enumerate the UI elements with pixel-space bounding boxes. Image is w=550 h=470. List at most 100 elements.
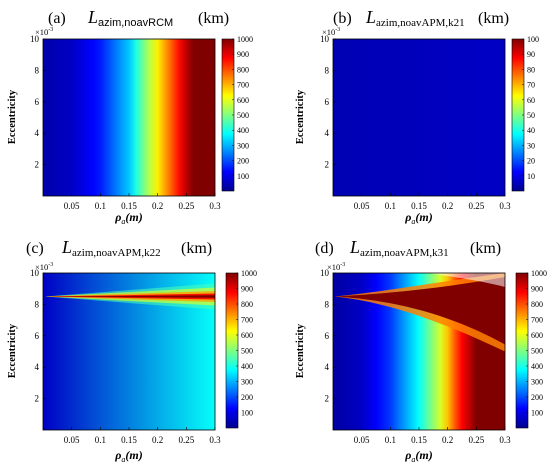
y-label-b: Eccentricity [295, 89, 306, 144]
colorbar-tick-label-c: 800 [241, 300, 253, 309]
x-tick-label-b: 0.1 [385, 201, 396, 211]
y-ticks-d: 2 4 6 8 10 [320, 268, 336, 404]
y-label-a: Eccentricity [7, 89, 18, 144]
y-exponent-a: ×10-3 [35, 27, 53, 37]
y-tick-label-d: 2 [325, 394, 330, 404]
y-tick-label-d: 4 [325, 362, 330, 372]
title-unit-b: (km) [478, 10, 509, 27]
x-label-subscript-a: a [121, 217, 125, 226]
x-label-subscript-d: a [411, 455, 415, 464]
title-unit-a: (km) [198, 10, 229, 27]
y-label-c: Eccentricity [7, 323, 18, 378]
x-tick-label-b: 0.3 [499, 201, 511, 211]
colorbar-tick-label-c: 400 [241, 362, 253, 371]
colorbar-tick-label-d: 800 [531, 300, 543, 309]
colorbar-tick-label-c: 600 [241, 331, 253, 340]
resonance-band-c-4 [45, 295, 215, 298]
colorbar-tick-label-b: 10 [527, 172, 535, 181]
colorbar-tick-label-c: 1000 [241, 269, 257, 278]
y-tick-label-a: 4 [35, 128, 40, 138]
x-tick-label-d: 0.3 [499, 435, 511, 445]
x-tick-label-c: 0.15 [121, 435, 137, 445]
x-tick-label-c: 0.25 [178, 435, 194, 445]
x-tick-label-a: 0.2 [152, 201, 163, 211]
x-tick-label-c: 0.1 [95, 435, 106, 445]
panel-tag-a: (a) [48, 10, 66, 27]
y-exponent-d: ×10-3 [327, 262, 345, 272]
y-tick-label-c: 4 [35, 362, 40, 372]
y-tick-label-b: 8 [325, 65, 330, 75]
colorbar-tick-label-c: 500 [241, 347, 253, 356]
y-tick-label-c: 10 [30, 268, 40, 278]
x-tick-label-b: 0.25 [468, 201, 484, 211]
colorbar-tick-label-a: 700 [237, 81, 249, 90]
colorbar-d: 100 200 300 400 500 600 700 800 900 1000 [515, 269, 547, 429]
x-label-symbol-d: ρ [404, 448, 411, 462]
wedge-core-d [335, 277, 505, 345]
title-symbol-c: L [61, 237, 72, 257]
x-label-unit-a: (m) [125, 210, 142, 224]
heatmap-d [333, 273, 505, 430]
colorbar-tick-label-d: 400 [531, 362, 543, 371]
colorbar-tick-label-a: 1000 [237, 35, 253, 44]
panel-tag-d: (d) [315, 240, 334, 257]
panel-a: (a) Lazim,noavRCM (km) 0.05 0.1 0.15 0.2 0.2… [7, 7, 253, 226]
colorbar-tick-label-b: 50 [527, 111, 535, 120]
colorbar-tick-label-b: 70 [527, 81, 535, 90]
title-unit-c: (km) [181, 240, 212, 257]
y-tick-label-a: 10 [30, 34, 40, 44]
heatmap-field-a [43, 39, 215, 196]
colorbar-tick-label-b: 100 [527, 35, 539, 44]
x-ticks-a: 0.05 0.1 0.15 0.2 0.25 0.3 [64, 193, 221, 211]
title-subscript-d: azim,noavAPM,k31 [360, 247, 449, 259]
colorbar-tick-label-b: 20 [527, 157, 535, 166]
colorbar-tick-label-b: 90 [527, 50, 535, 59]
colorbar-tick-label-a: 200 [237, 157, 249, 166]
colorbar-tick-label-a: 500 [237, 111, 249, 120]
colorbar-tick-label-a: 900 [237, 50, 249, 59]
colorbar-tick-label-d: 500 [531, 347, 543, 356]
x-tick-label-d: 0.2 [442, 435, 453, 445]
x-ticks-b: 0.05 0.1 0.15 0.2 0.25 0.3 [354, 193, 511, 211]
colorbar-tick-label-a: 100 [237, 172, 249, 181]
colorbar-tick-label-d: 700 [531, 316, 543, 325]
wedge-highlight-d [428, 273, 505, 287]
colorbar-tick-label-c: 200 [241, 393, 253, 402]
y-tick-label-a: 6 [35, 97, 40, 107]
y-ticks-a: 2 4 6 8 10 [30, 34, 46, 170]
title-unit-d: (km) [470, 240, 501, 257]
colorbar-tick-label-d: 300 [531, 378, 543, 387]
x-label-symbol-c: ρ [114, 448, 121, 462]
y-label-d: Eccentricity [295, 323, 306, 378]
title-symbol-a: L [87, 7, 98, 27]
colorbar-tick-label-c: 900 [241, 285, 253, 294]
y-tick-label-a: 2 [35, 160, 40, 170]
title-d: Lazim,noavAPM,k31 [349, 237, 449, 259]
title-symbol-d: L [349, 237, 360, 257]
colorbar-tick-label-b: 30 [527, 141, 535, 150]
x-label-unit-c: (m) [125, 448, 142, 462]
colorbar-b: 10 20 30 40 50 60 70 80 90 100 [511, 35, 539, 192]
colorbar-tick-label-c: 700 [241, 316, 253, 325]
x-tick-label-a: 0.15 [121, 201, 137, 211]
panel-b: (b) Lazim,noavAPM,k21 (km) 0.05 0.1 0.15 0.… [295, 7, 539, 226]
title-c: Lazim,noavAPM,k22 [61, 237, 161, 259]
heatmap-c [43, 273, 215, 430]
x-tick-label-a: 0.25 [178, 201, 194, 211]
x-tick-label-a: 0.3 [209, 201, 221, 211]
colorbar-tick-label-a: 800 [237, 65, 249, 74]
y-exponent-c: ×10-3 [35, 262, 53, 272]
colorbar-tick-label-a: 400 [237, 126, 249, 135]
x-tick-label-d: 0.05 [354, 435, 370, 445]
x-tick-label-c: 0.2 [152, 435, 163, 445]
y-tick-label-c: 6 [35, 331, 40, 341]
heatmap-field-b [333, 39, 505, 196]
x-label-unit-b: (m) [415, 210, 432, 224]
y-tick-label-b: 4 [325, 128, 330, 138]
x-label-subscript-c: a [121, 455, 125, 464]
x-tick-label-d: 0.1 [385, 435, 396, 445]
title-symbol-b: L [365, 7, 376, 27]
y-ticks-c: 2 4 6 8 10 [30, 268, 46, 404]
x-tick-label-b: 0.2 [442, 201, 453, 211]
